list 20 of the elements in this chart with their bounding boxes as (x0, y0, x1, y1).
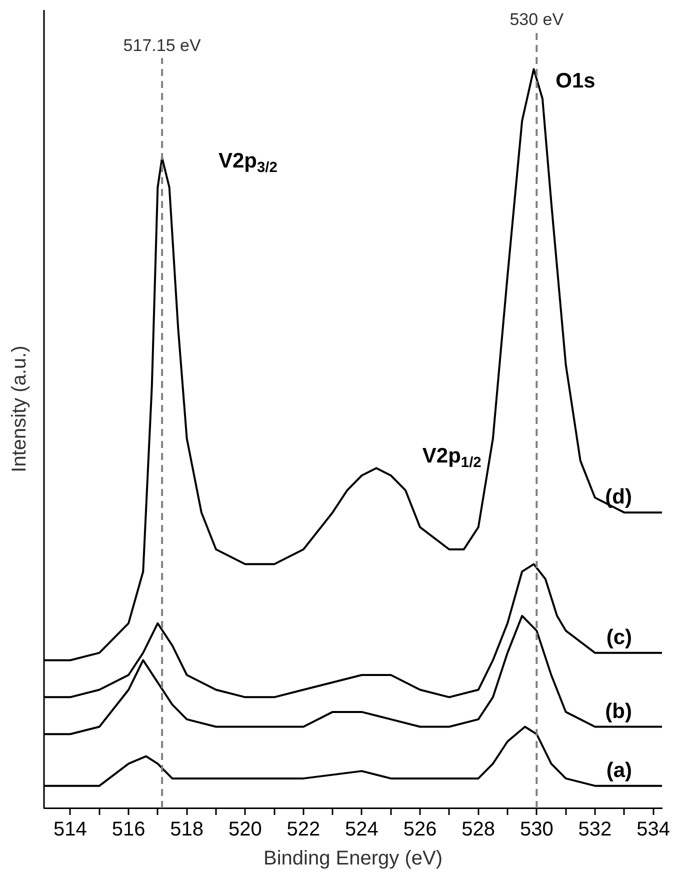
x-tick-label: 514 (54, 818, 87, 841)
series-label: (d) (605, 486, 632, 509)
series-label: (b) (605, 700, 632, 724)
x-tick-label: 518 (170, 818, 204, 841)
x-tick-label: 534 (636, 818, 670, 841)
x-tick-label: 528 (462, 818, 496, 841)
x-tick-label: 520 (228, 818, 262, 841)
series-label: (a) (606, 759, 632, 782)
annotation: O1s (556, 70, 596, 93)
x-tick-label: 526 (403, 818, 437, 841)
ref-line-label: 517.15 eV (123, 36, 202, 56)
x-tick-label: 516 (112, 818, 146, 841)
ref-line-label: 530 eV (510, 10, 564, 30)
x-axis-title: Binding Energy (eV) (264, 848, 442, 870)
x-tick-label: 522 (286, 818, 320, 841)
x-tick-label: 530 (520, 818, 554, 841)
series-label: (c) (606, 626, 632, 650)
x-tick-label: 524 (345, 818, 378, 841)
y-axis-title: Intensity (a.u.) (8, 346, 31, 472)
x-tick-label: 532 (578, 818, 612, 841)
